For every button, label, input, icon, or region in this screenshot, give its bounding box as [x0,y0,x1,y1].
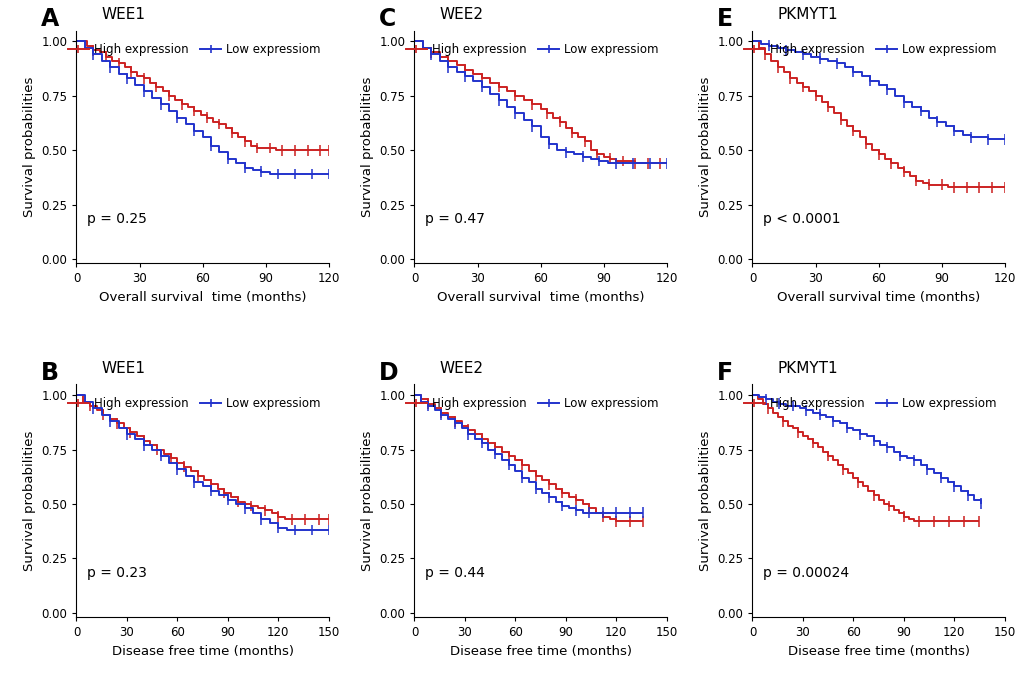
Text: D: D [379,361,398,385]
X-axis label: Disease free time (months): Disease free time (months) [111,645,293,658]
Text: C: C [379,7,396,31]
X-axis label: Overall survival  time (months): Overall survival time (months) [99,291,306,304]
Text: PKMYT1: PKMYT1 [776,361,838,376]
Legend: High expression, Low expressiom: High expression, Low expressiom [63,393,325,415]
Legend: High expression, Low expressiom: High expression, Low expressiom [739,39,1001,61]
X-axis label: Disease free time (months): Disease free time (months) [787,645,969,658]
Y-axis label: Survival probabilities: Survival probabilities [361,431,374,571]
Y-axis label: Survival probabilities: Survival probabilities [361,77,374,217]
Y-axis label: Survival probabilities: Survival probabilities [22,431,36,571]
Legend: High expression, Low expressiom: High expression, Low expressiom [400,393,662,415]
Text: WEE2: WEE2 [439,7,483,22]
Y-axis label: Survival probabilities: Survival probabilities [698,431,711,571]
Text: E: E [716,7,733,31]
Legend: High expression, Low expressiom: High expression, Low expressiom [400,39,662,61]
Text: p < 0.0001: p < 0.0001 [762,212,840,226]
Text: p = 0.00024: p = 0.00024 [762,565,848,580]
Y-axis label: Survival probabilities: Survival probabilities [22,77,36,217]
Text: p = 0.25: p = 0.25 [87,212,147,226]
Legend: High expression, Low expressiom: High expression, Low expressiom [63,39,325,61]
Text: F: F [716,361,733,385]
Legend: High expression, Low expressiom: High expression, Low expressiom [739,393,1001,415]
Text: WEE1: WEE1 [102,361,146,376]
Text: p = 0.47: p = 0.47 [424,212,484,226]
Text: B: B [41,361,59,385]
X-axis label: Overall survival time (months): Overall survival time (months) [776,291,979,304]
Y-axis label: Survival probabilities: Survival probabilities [698,77,711,217]
Text: WEE1: WEE1 [102,7,146,22]
Text: p = 0.44: p = 0.44 [424,565,484,580]
Text: WEE2: WEE2 [439,361,483,376]
X-axis label: Overall survival  time (months): Overall survival time (months) [436,291,644,304]
Text: PKMYT1: PKMYT1 [776,7,838,22]
Text: p = 0.23: p = 0.23 [87,565,147,580]
X-axis label: Disease free time (months): Disease free time (months) [449,645,631,658]
Text: A: A [41,7,59,31]
